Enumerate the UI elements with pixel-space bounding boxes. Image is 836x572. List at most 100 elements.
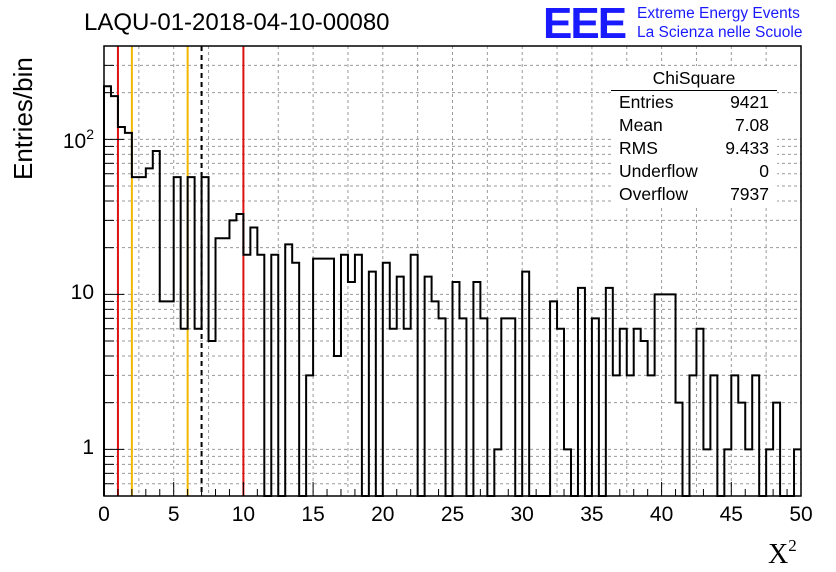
histogram-bar: [501, 318, 508, 496]
histogram-bar: [397, 277, 404, 496]
histogram-bar: [564, 449, 571, 496]
stats-value: 9421: [730, 92, 769, 112]
histogram-bar: [132, 177, 139, 496]
histogram-bar: [794, 449, 801, 496]
histogram-bar: [243, 255, 250, 496]
histogram-bar: [327, 259, 334, 496]
histogram-bar: [390, 329, 397, 496]
stats-row-mean: Mean 7.08: [619, 115, 769, 138]
x-tick-label: 50: [789, 503, 813, 526]
stats-value: 0: [759, 161, 769, 181]
histogram-bar: [627, 375, 634, 496]
histogram-bar: [139, 177, 146, 496]
y-tick-label: 102: [54, 126, 94, 154]
histogram-bar: [174, 177, 181, 496]
histogram-bar: [229, 220, 236, 496]
histogram-bar: [578, 288, 585, 496]
histogram-bar: [766, 449, 773, 496]
histogram-bar: [676, 403, 683, 496]
histogram-bar: [641, 341, 648, 496]
histogram-bar: [313, 259, 320, 496]
logo-line-2: La Scienza nelle Scuole: [637, 24, 803, 41]
x-tick-label: 25: [440, 503, 465, 526]
histogram-bar: [550, 301, 557, 496]
histogram-bar: [411, 255, 418, 496]
histogram-bar: [369, 272, 376, 496]
histogram-bar: [731, 375, 738, 496]
histogram-bar: [160, 301, 167, 496]
histogram-bar: [383, 263, 390, 496]
histogram-bar: [752, 375, 759, 496]
histogram-bar: [125, 133, 132, 496]
y-tick-label-exponent: 2: [86, 126, 94, 143]
stats-value: 7.08: [734, 115, 769, 135]
histogram-bar: [209, 341, 216, 496]
histogram-bar: [459, 318, 466, 496]
stats-key: Overflow: [619, 184, 689, 204]
histogram-bar: [334, 356, 341, 496]
y-axis-label: Entries/bin: [8, 57, 38, 180]
x-tick-label: 30: [510, 503, 534, 526]
histogram-bar: [236, 214, 243, 496]
stats-divider: [611, 90, 777, 91]
histogram-bar: [634, 329, 641, 496]
y-tick-label-base: 1: [82, 436, 94, 460]
stats-key: Mean: [619, 115, 663, 135]
x-tick-label: 35: [580, 503, 604, 526]
histogram-bar: [473, 282, 480, 496]
histogram-bar: [111, 96, 118, 496]
histogram-bar: [592, 318, 599, 496]
histogram-bar: [494, 449, 501, 496]
logo-line-1: Extreme Energy Events: [637, 5, 800, 22]
histogram-bar: [613, 375, 620, 496]
y-tick-label: 10: [54, 281, 94, 305]
chart-title: LAQU-01-2018-04-10-00080: [84, 9, 390, 36]
histogram-bar: [167, 301, 174, 496]
histogram-bar: [724, 449, 731, 496]
x-tick-label: 10: [231, 503, 256, 526]
x-tick-label: 20: [371, 503, 395, 526]
histogram-bar: [222, 238, 229, 496]
histogram-bar: [404, 329, 411, 496]
x-tick-label: 40: [649, 503, 674, 526]
y-tick-label-base: 10: [70, 281, 94, 305]
x-tick-label: 15: [301, 503, 325, 526]
histogram-bar: [341, 255, 348, 496]
histogram-bar: [257, 255, 264, 496]
histogram-bar: [745, 449, 752, 496]
histogram-bar: [355, 255, 362, 496]
stats-row-overflow: Overflow 7937: [619, 184, 769, 207]
histogram-bar: [216, 238, 223, 496]
x-axis-label-sup: 2: [788, 536, 797, 555]
histogram-bar: [480, 318, 487, 496]
stats-row-underflow: Underflow 0: [619, 161, 769, 184]
histogram-bar: [710, 375, 717, 496]
histogram-bar: [648, 375, 655, 496]
histogram-bar: [620, 329, 627, 496]
histogram-bar: [432, 301, 439, 496]
x-tick-label: 0: [98, 503, 110, 526]
histogram-bar: [104, 86, 111, 496]
histogram-bar: [118, 127, 125, 496]
histogram-bar: [250, 227, 257, 496]
stats-box: ChiSquare Entries 9421 Mean 7.08 RMS 9.433 Und…: [611, 66, 777, 207]
histogram-bar: [202, 177, 209, 496]
stats-key: Entries: [619, 92, 674, 112]
histogram-bar: [522, 272, 529, 496]
stats-row-entries: Entries 9421: [619, 92, 769, 115]
y-tick-label-base: 10: [62, 130, 87, 154]
histogram-bar: [439, 318, 446, 496]
histogram-bar: [271, 255, 278, 496]
stats-row-rms: RMS 9.433: [619, 138, 769, 161]
eee-logo: EEE: [543, 0, 627, 48]
histogram-bar: [655, 294, 662, 496]
histogram-bar: [425, 277, 432, 496]
histogram-bar: [320, 259, 327, 496]
histogram-bar: [557, 329, 564, 496]
histogram-bar: [348, 282, 355, 496]
stats-title: ChiSquare: [652, 68, 736, 88]
histogram-bar: [669, 294, 676, 496]
histogram-bar: [292, 263, 299, 496]
